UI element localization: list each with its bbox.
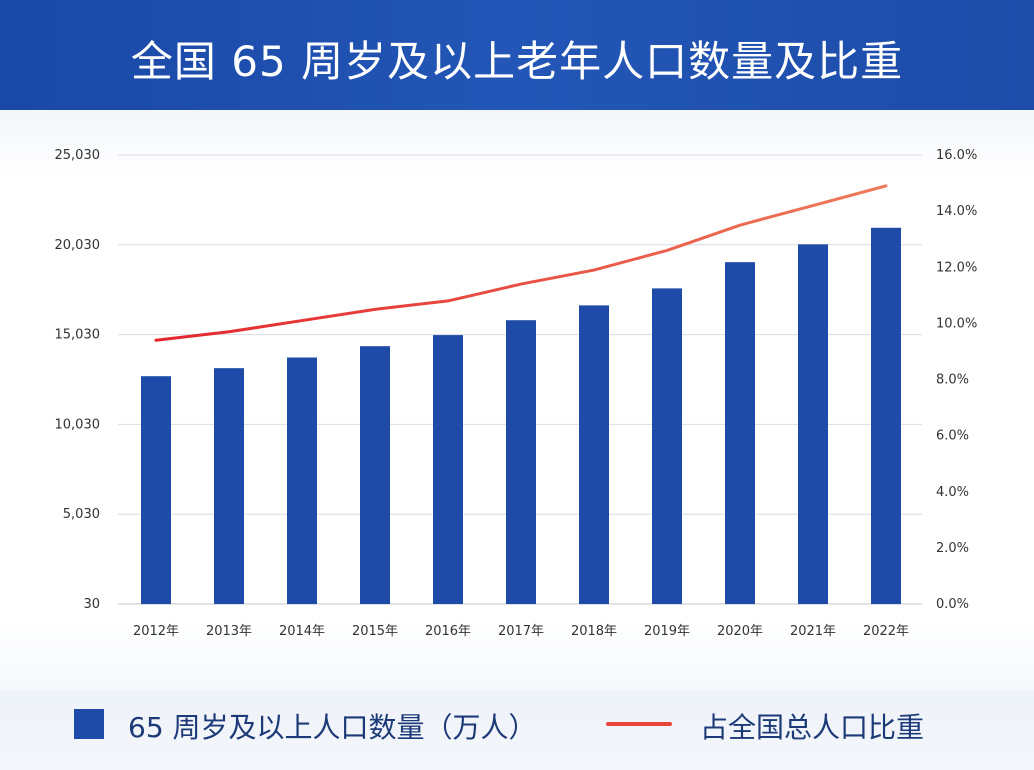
x-tick-label: 2019年 (644, 624, 690, 639)
x-tick-label: 2017年 (498, 624, 544, 639)
chart-title: 全国 65 周岁及以上老年人口数量及比重 (130, 37, 904, 86)
x-tick-label: 2020年 (717, 624, 763, 639)
y-right-tick-label: 14.0% (936, 204, 977, 219)
x-tick-label: 2022年 (863, 624, 909, 639)
title-bar: 全国 65 周岁及以上老年人口数量及比重 (0, 0, 1034, 110)
legend-bar-label: 65 周岁及以上人口数量（万人） (128, 711, 537, 744)
y-right-tick-label: 2.0% (936, 541, 969, 556)
legend-line-swatch (606, 722, 672, 726)
bar (287, 357, 317, 604)
x-tick-label: 2014年 (279, 624, 325, 639)
x-tick-label: 2018年 (571, 624, 617, 639)
bar (798, 244, 828, 604)
y-right-tick-label: 4.0% (936, 485, 969, 500)
y-right-tick-label: 0.0% (936, 597, 969, 612)
y-left-tick-label: 25,030 (55, 148, 101, 163)
bar (652, 288, 682, 604)
bar (579, 305, 609, 604)
bar (360, 346, 390, 604)
bar (506, 320, 536, 604)
y-left-tick-label: 5,030 (63, 507, 100, 522)
bar (871, 227, 901, 604)
x-tick-label: 2016年 (425, 624, 471, 639)
y-left-tick-label: 20,030 (55, 238, 101, 253)
y-right-tick-label: 10.0% (936, 316, 977, 331)
y-left-tick-label: 10,030 (55, 417, 101, 432)
line-series (154, 184, 888, 342)
legend-bar-swatch (74, 709, 104, 739)
bar (141, 376, 171, 604)
y-left-tick-label: 30 (83, 597, 100, 612)
y-right-tick-label: 8.0% (936, 373, 969, 388)
bar (214, 368, 244, 604)
x-tick-label: 2013年 (206, 624, 252, 639)
y-left-tick-label: 15,030 (55, 328, 101, 343)
legend: 65 周岁及以上人口数量（万人） 占全国总人口比重 (0, 690, 1034, 770)
y-right-tick-label: 12.0% (936, 260, 977, 275)
x-tick-label: 2015年 (352, 624, 398, 639)
bar (433, 335, 463, 604)
y-right-tick-label: 6.0% (936, 429, 969, 444)
y-right-tick-label: 16.0% (936, 148, 977, 163)
x-tick-label: 2012年 (133, 624, 179, 639)
bar (725, 262, 755, 604)
legend-line-label: 占全国总人口比重 (700, 711, 925, 744)
x-tick-label: 2021年 (790, 624, 836, 639)
chart-svg: 30 5,030 10,030 15,030 20,030 25,030 0.0% 2.0% 4… (55, 148, 978, 639)
